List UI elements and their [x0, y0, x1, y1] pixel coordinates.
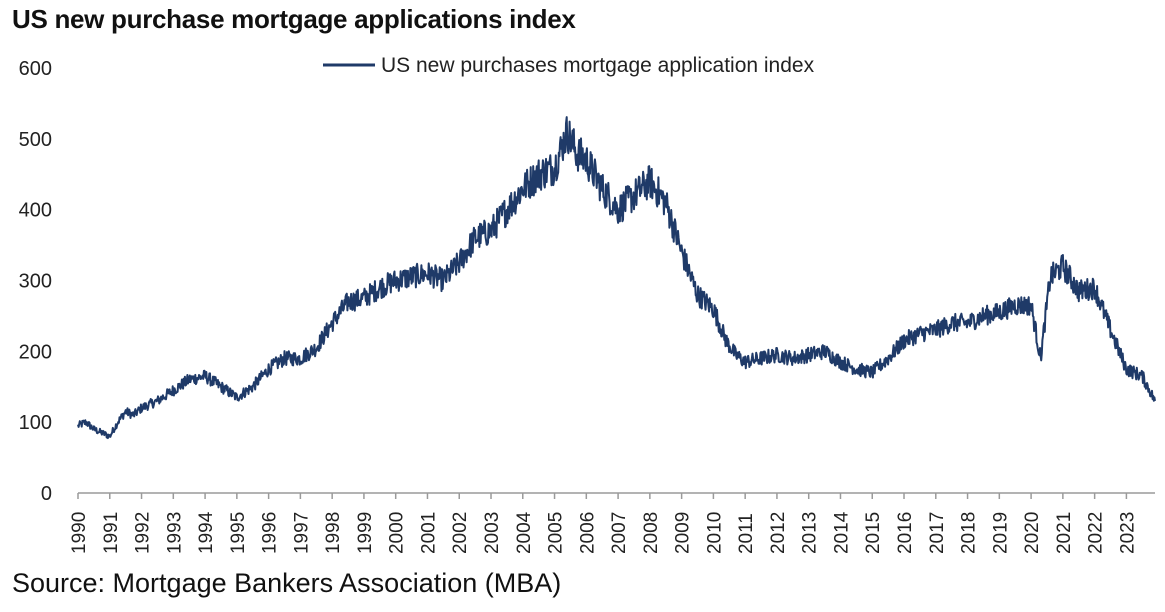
- x-tick-label: 2007: [609, 512, 630, 554]
- chart-title: US new purchase mortgage applications in…: [12, 4, 576, 34]
- x-tick-label: 2002: [450, 512, 471, 554]
- x-tick-label: 2010: [704, 512, 725, 554]
- y-tick-label: 200: [19, 341, 52, 363]
- x-tick-label: 2012: [768, 512, 789, 554]
- x-tick-label: 2020: [1022, 512, 1043, 554]
- y-tick-label: 0: [41, 483, 52, 505]
- legend: US new purchases mortgage application in…: [323, 54, 815, 77]
- x-tick-label: 2019: [990, 512, 1011, 554]
- x-tick-label: 1994: [196, 511, 217, 554]
- x-tick-label: 2023: [1117, 512, 1138, 554]
- x-tick-label: 1998: [323, 512, 344, 554]
- x-tick-label: 1993: [164, 512, 185, 554]
- x-axis: 1990 1991 1992 1993 1994 1995 1996 1997 1998 1999…: [69, 492, 1155, 554]
- x-tick-label: 2006: [577, 512, 598, 554]
- x-tick-label: 1999: [355, 512, 376, 554]
- x-tick-label: 1991: [101, 512, 122, 554]
- x-tick-label: 2018: [959, 512, 980, 554]
- y-tick-label: 400: [19, 200, 52, 222]
- x-tick-label: 2022: [1086, 512, 1107, 554]
- x-tick-label: 2005: [546, 512, 567, 554]
- x-tick-label: 2013: [800, 512, 821, 554]
- x-tick-label: 2015: [863, 512, 884, 554]
- y-tick-label: 600: [19, 58, 52, 80]
- source-note: Source: Mortgage Bankers Association (MB…: [12, 568, 562, 598]
- x-tick-label: 2017: [927, 512, 948, 554]
- legend-label: US new purchases mortgage application in…: [381, 54, 815, 77]
- x-tick-label: 1990: [69, 512, 90, 554]
- x-tick-label: 2014: [831, 511, 852, 554]
- y-tick-label: 500: [19, 129, 52, 151]
- x-tick-label: 2021: [1054, 512, 1075, 554]
- y-tick-label: 100: [19, 412, 52, 434]
- series-line: [77, 116, 1156, 440]
- y-tick-label: 300: [19, 271, 52, 293]
- x-tick-label: 1997: [291, 512, 312, 554]
- x-tick-label: 2001: [418, 512, 439, 554]
- x-tick-label: 2000: [387, 512, 408, 554]
- x-tick-label: 1996: [260, 512, 281, 554]
- x-tick-label: 1992: [133, 512, 154, 554]
- x-tick-label: 2011: [736, 513, 757, 554]
- x-tick-label: 2004: [514, 511, 535, 554]
- y-axis: 0 100 200 300 400 500 600: [19, 58, 52, 505]
- x-tick-label: 2008: [641, 512, 662, 554]
- x-tick-label: 1995: [228, 512, 249, 554]
- x-tick-label: 2009: [673, 512, 694, 554]
- x-tick-label: 2003: [482, 512, 503, 554]
- plot-area: [77, 116, 1156, 440]
- x-tick-label: 2016: [895, 512, 916, 554]
